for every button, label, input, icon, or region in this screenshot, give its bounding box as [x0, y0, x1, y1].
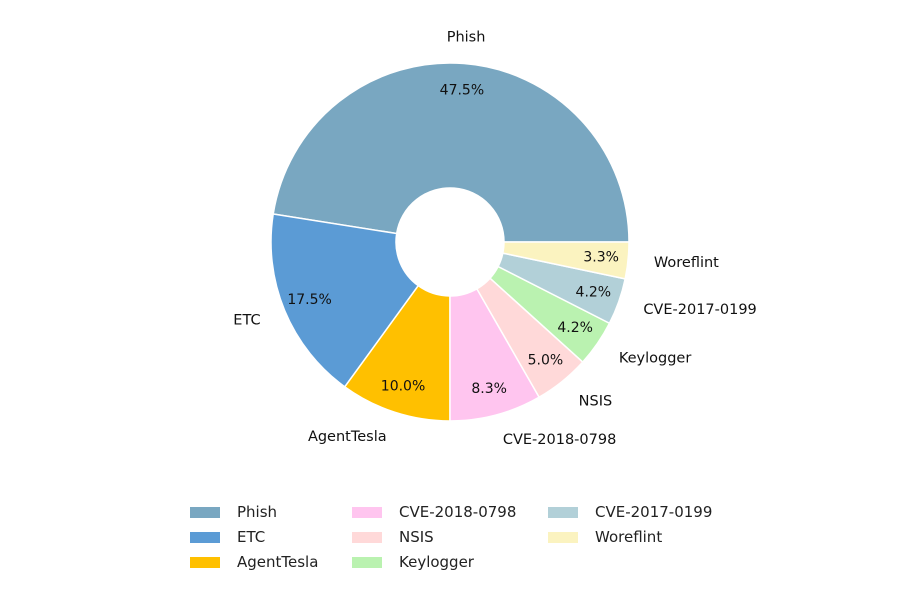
legend-item-nsis: NSIS	[352, 525, 434, 549]
pct-label-nsis: 5.0%	[528, 352, 564, 368]
legend-label: Woreflint	[595, 528, 663, 546]
label-phish: Phish	[447, 30, 486, 46]
label-nsis: NSIS	[579, 394, 613, 410]
legend-swatch	[190, 506, 220, 518]
pct-label-woreflint: 3.3%	[583, 250, 619, 266]
legend-label: ETC	[237, 528, 266, 546]
legend-swatch	[352, 556, 382, 568]
pct-label-cve-2017-0199: 4.2%	[576, 285, 612, 301]
legend-label: CVE-2017-0199	[595, 503, 713, 521]
slice-etc	[270, 213, 420, 388]
label-cve-2018-0798: CVE-2018-0798	[503, 432, 616, 448]
legend-swatch	[190, 556, 220, 568]
label-woreflint: Woreflint	[654, 255, 719, 271]
pct-label-cve-2018-0798: 8.3%	[471, 381, 507, 397]
slice-phish	[272, 62, 630, 243]
legend-label: Phish	[237, 503, 278, 521]
legend-label: CVE-2018-0798	[399, 503, 517, 521]
legend-swatch	[352, 506, 382, 518]
label-keylogger: Keylogger	[619, 350, 692, 366]
legend-label: Keylogger	[399, 553, 474, 571]
legend-item-woreflint: Woreflint	[548, 525, 662, 549]
legend-item-cve-2018-0798: CVE-2018-0798	[352, 500, 516, 524]
legend: Phish ETC AgentTesla CVE-2018-0798 NSIS Keylo…	[190, 500, 750, 580]
legend-item-keylogger: Keylogger	[352, 550, 474, 574]
pct-label-phish: 47.5%	[440, 82, 484, 98]
legend-swatch	[352, 531, 382, 543]
pct-label-keylogger: 4.2%	[557, 320, 593, 336]
slice-woreflint	[501, 241, 630, 280]
legend-swatch	[190, 531, 220, 543]
pct-label-etc: 17.5%	[287, 292, 331, 308]
legend-swatch	[548, 506, 578, 518]
slice-agenttesla	[343, 284, 451, 422]
legend-item-phish: Phish	[190, 500, 277, 524]
label-etc: ETC	[233, 312, 260, 328]
legend-item-etc: ETC	[190, 525, 265, 549]
legend-item-agenttesla: AgentTesla	[190, 550, 318, 574]
legend-item-cve-2017-0199: CVE-2017-0199	[548, 500, 712, 524]
legend-swatch	[548, 531, 578, 543]
label-agenttesla: AgentTesla	[308, 429, 387, 445]
label-cve-2017-0199: CVE-2017-0199	[643, 302, 756, 318]
legend-label: NSIS	[399, 528, 434, 546]
pct-label-agenttesla: 10.0%	[381, 379, 425, 395]
legend-label: AgentTesla	[237, 553, 319, 571]
labels-group: Phish 47.5% ETC 17.5% AgentTesla 10.0% CVE-201…	[233, 30, 756, 448]
slices-group	[270, 62, 630, 422]
